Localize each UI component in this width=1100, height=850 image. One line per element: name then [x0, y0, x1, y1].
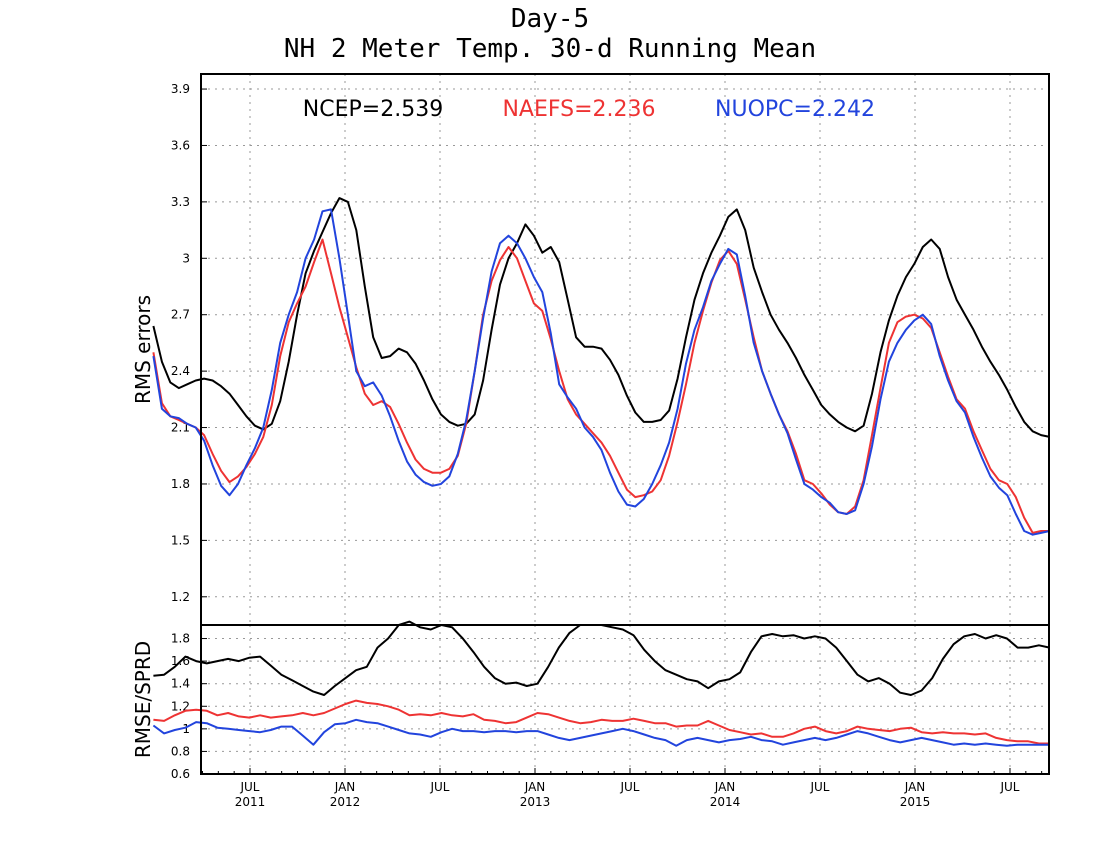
x-tick-year-label: 2013 — [520, 795, 551, 809]
y-tick-label: 3 — [182, 251, 190, 265]
y-tick-label: 1 — [182, 722, 190, 736]
x-tick-month-label: JAN — [524, 780, 546, 794]
chart-title-day: Day-5 — [510, 4, 590, 34]
legend-nuopc: NUOPC=2.242 — [715, 97, 875, 122]
series-line-naefs — [153, 699, 1050, 745]
series-line-nuopc — [152, 208, 1050, 536]
y-tick-label: 1.4 — [171, 677, 190, 691]
y-tick-label: 0.6 — [171, 767, 190, 781]
plot-frame — [200, 624, 1050, 775]
x-tick-year-label: 2014 — [710, 795, 741, 809]
legend-ncep: NCEP=2.539 — [303, 97, 443, 122]
y-tick-label: 1.8 — [171, 477, 190, 491]
x-tick-month-label: JUL — [809, 780, 829, 794]
legend-naefs: NAEFS=2.236 — [502, 97, 655, 122]
y-tick-label: 1.2 — [171, 590, 190, 604]
y-tick-label: 2.1 — [171, 421, 190, 435]
y-tick-label: 1.5 — [171, 533, 190, 547]
y-axis-label: RMSE/SPRD — [131, 641, 155, 758]
y-tick-label: 1.2 — [171, 699, 190, 713]
y-axis-label: RMS errors — [131, 295, 155, 404]
chart-title-main: NH 2 Meter Temp. 30-d Running Mean — [283, 34, 817, 64]
x-tick-month-label: JUL — [429, 780, 449, 794]
y-tick-label: 2.4 — [171, 364, 190, 378]
series-line-naefs — [152, 238, 1050, 534]
rms-error-panel: 1.2 1.5 1.8 2.1 2.4 2.7 3 3.3 3.6 3.9 RMS errors NC… — [131, 73, 1050, 626]
y-tick-label: 3.6 — [171, 138, 190, 152]
x-tick-month-label: JAN — [714, 780, 736, 794]
x-tick-year-label: 2012 — [330, 795, 361, 809]
x-tick-month-label: JUL — [999, 780, 1019, 794]
x-tick-month-label: JAN — [334, 780, 356, 794]
y-tick-label: 3.9 — [171, 82, 190, 96]
y-tick-label: 2.7 — [171, 308, 190, 322]
x-tick-year-label: 2015 — [900, 795, 931, 809]
series-line-ncep — [152, 197, 1050, 438]
x-tick-year-label: 2011 — [235, 795, 266, 809]
y-tick-label: 3.3 — [171, 195, 190, 209]
plot-frame — [200, 73, 1050, 626]
y-tick-label: 1.8 — [171, 632, 190, 646]
x-tick-month-label: JUL — [239, 780, 259, 794]
x-tick-month-label: JAN — [904, 780, 926, 794]
x-tick-month-label: JUL — [619, 780, 639, 794]
series-line-nuopc — [152, 718, 1050, 747]
y-tick-label: 0.8 — [171, 744, 190, 758]
